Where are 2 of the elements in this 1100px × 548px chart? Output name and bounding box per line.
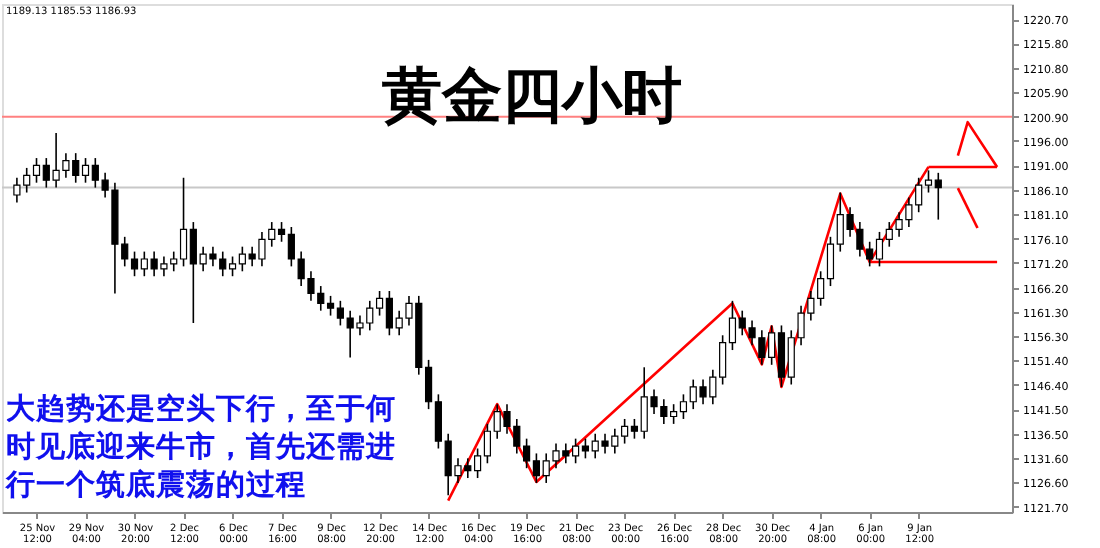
text: 黄金四小时: [382, 62, 682, 132]
annotation: 大趋势还是空头下行，至于何时见底迎来牛市，首先还需进行一个筑底震荡的过程: [4, 390, 396, 502]
